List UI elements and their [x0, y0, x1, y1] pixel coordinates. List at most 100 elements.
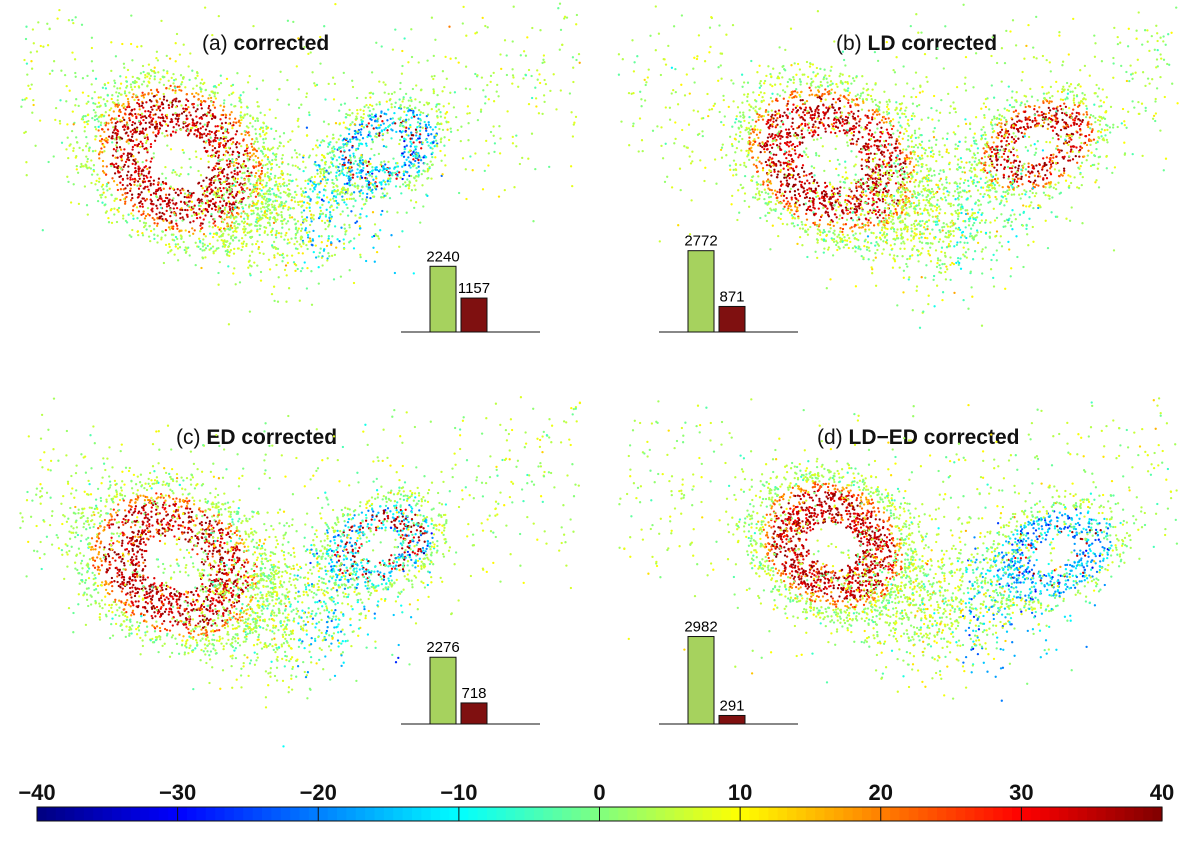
colorbar-segment: [196, 807, 206, 821]
colorbar-segment: [600, 807, 610, 821]
colorbar-segment: [346, 807, 356, 821]
colorbar-segment: [1003, 807, 1013, 821]
colorbar-segment: [525, 807, 535, 821]
colorbar-segment: [796, 807, 806, 821]
colorbar-segment: [534, 807, 544, 821]
bar-value-label-dark-red: 1157: [458, 280, 490, 297]
colorbar-segment: [243, 807, 253, 821]
colorbar-segment: [431, 807, 441, 821]
bar-dark-red: [461, 298, 487, 332]
colorbar-segment: [881, 807, 891, 821]
colorbar-segment: [778, 807, 788, 821]
colorbar-segment: [103, 807, 113, 821]
colorbar-segment: [131, 807, 141, 821]
panel-d: (d) LD−ED corrected 2982 291: [598, 395, 1196, 767]
panel-c: (c) ED corrected 2276 718: [0, 395, 598, 767]
colorbar-segment: [871, 807, 881, 821]
colorbar-segment: [815, 807, 825, 821]
colorbar-segment: [384, 807, 394, 821]
colorbar-segment: [1012, 807, 1022, 821]
colorbar-segment: [1021, 807, 1031, 821]
colorbar-segment: [956, 807, 966, 821]
colorbar-segment: [571, 807, 581, 821]
colorbar-segment: [712, 807, 722, 821]
colorbar-segment: [450, 807, 460, 821]
colorbar-segment: [768, 807, 778, 821]
colorbar-segment: [684, 807, 694, 821]
colorbar-segment: [375, 807, 385, 821]
bar-value-label-green: 2276: [426, 639, 459, 656]
colorbar-segment: [1134, 807, 1144, 821]
colorbar-segment: [468, 807, 478, 821]
colorbar-segment: [37, 807, 47, 821]
bar-value-label-dark-red: 718: [461, 685, 486, 702]
colorbar-segment: [168, 807, 178, 821]
bar-value-label-green: 2772: [684, 233, 717, 250]
colorbar-segment: [984, 807, 994, 821]
colorbar-segment: [853, 807, 863, 821]
colorbar-segment: [1143, 807, 1153, 821]
colorbar-segment: [403, 807, 413, 821]
colorbar-segment: [1125, 807, 1135, 821]
colorbar-segment: [487, 807, 497, 821]
colorbar-tick-label: −40: [18, 780, 55, 805]
colorbar-segment: [946, 807, 956, 821]
colorbar-segment: [309, 807, 319, 821]
bar-green: [688, 637, 714, 724]
colorbar-segment: [271, 807, 281, 821]
bar-value-label-green: 2240: [426, 248, 459, 265]
colorbar-segment: [140, 807, 150, 821]
bar-value-label-dark-red: 291: [719, 697, 744, 714]
colorbar-segment: [234, 807, 244, 821]
colorbar-segment: [693, 807, 703, 821]
colorbar-segment: [1078, 807, 1088, 821]
colorbar-tick-label: 30: [1009, 780, 1033, 805]
panel-b: (b) LD corrected 2772 871: [598, 0, 1196, 372]
inset-bar-chart-a: 2240 1157: [400, 228, 570, 338]
colorbar-segment: [337, 807, 347, 821]
colorbar-segment: [787, 807, 797, 821]
colorbar-segment: [862, 807, 872, 821]
colorbar-segment: [150, 807, 160, 821]
colorbar-segment: [965, 807, 975, 821]
colorbar-segment: [365, 807, 375, 821]
colorbar-segment: [318, 807, 328, 821]
colorbar-segment: [206, 807, 216, 821]
colorbar-segment: [890, 807, 900, 821]
colorbar-segment: [665, 807, 675, 821]
colorbar-segment: [412, 807, 422, 821]
colorbar-segment: [618, 807, 628, 821]
colorbar-segment: [975, 807, 985, 821]
colorbar-segment: [1153, 807, 1163, 821]
colorbar-segment: [187, 807, 197, 821]
bar-value-label-green: 2982: [684, 620, 717, 636]
colorbar-segment: [496, 807, 506, 821]
colorbar-segment: [112, 807, 122, 821]
bar-green: [430, 657, 456, 724]
colorbar-segment: [281, 807, 291, 821]
colorbar-tick-label: 10: [728, 780, 752, 805]
bar-dark-red: [461, 703, 487, 724]
colorbar-segment: [1106, 807, 1116, 821]
colorbar-segment: [900, 807, 910, 821]
colorbar-segment: [1059, 807, 1069, 821]
colorbar-segment: [628, 807, 638, 821]
colorbar-segment: [56, 807, 66, 821]
colorbar-tick-label: −30: [159, 780, 196, 805]
colorbar-segment: [1031, 807, 1041, 821]
inset-bar-chart-b: 2772 871: [658, 228, 828, 338]
colorbar-segment: [1040, 807, 1050, 821]
colorbar-segment: [731, 807, 741, 821]
colorbar-segment: [656, 807, 666, 821]
bar-green: [430, 266, 456, 332]
colorbar-segment: [84, 807, 94, 821]
colorbar-segment: [1068, 807, 1078, 821]
colorbar-segment: [581, 807, 591, 821]
colorbar-segment: [393, 807, 403, 821]
colorbar-segment: [46, 807, 56, 821]
colorbar-segment: [75, 807, 85, 821]
colorbar-segment: [609, 807, 619, 821]
colorbar-segment: [93, 807, 103, 821]
